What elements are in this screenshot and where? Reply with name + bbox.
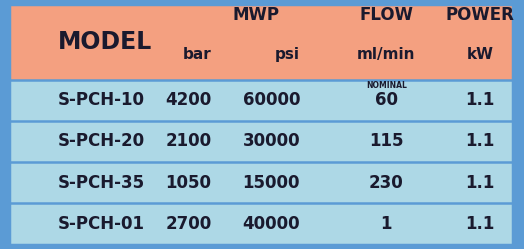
Text: 1050: 1050	[166, 174, 211, 192]
Text: 1.1: 1.1	[466, 174, 495, 192]
Text: 60000: 60000	[243, 91, 300, 109]
Text: 2700: 2700	[165, 215, 211, 233]
FancyBboxPatch shape	[9, 121, 512, 162]
Text: MODEL: MODEL	[58, 30, 151, 54]
FancyBboxPatch shape	[9, 162, 512, 203]
Text: 1.1: 1.1	[466, 215, 495, 233]
Text: FLOW: FLOW	[359, 6, 413, 24]
Text: 115: 115	[369, 132, 403, 150]
FancyBboxPatch shape	[9, 80, 512, 121]
Text: bar: bar	[183, 47, 211, 62]
Text: 1.1: 1.1	[466, 91, 495, 109]
Text: 2100: 2100	[165, 132, 211, 150]
Text: S-PCH-20: S-PCH-20	[58, 132, 145, 150]
Text: S-PCH-10: S-PCH-10	[58, 91, 145, 109]
Text: S-PCH-35: S-PCH-35	[58, 174, 145, 192]
Text: kW: kW	[467, 47, 494, 62]
Text: 60: 60	[375, 91, 398, 109]
Text: MWP: MWP	[232, 6, 279, 24]
Text: 30000: 30000	[243, 132, 300, 150]
FancyBboxPatch shape	[9, 4, 512, 80]
FancyBboxPatch shape	[9, 203, 512, 245]
Text: 40000: 40000	[243, 215, 300, 233]
Text: 1.1: 1.1	[466, 132, 495, 150]
Text: 15000: 15000	[243, 174, 300, 192]
Text: 4200: 4200	[165, 91, 211, 109]
Text: S-PCH-01: S-PCH-01	[58, 215, 145, 233]
Text: ml/min: ml/min	[357, 47, 416, 62]
Text: NOMINAL: NOMINAL	[366, 81, 407, 90]
Text: 230: 230	[369, 174, 403, 192]
Text: POWER: POWER	[446, 6, 515, 24]
Text: 1: 1	[380, 215, 392, 233]
Text: psi: psi	[275, 47, 300, 62]
